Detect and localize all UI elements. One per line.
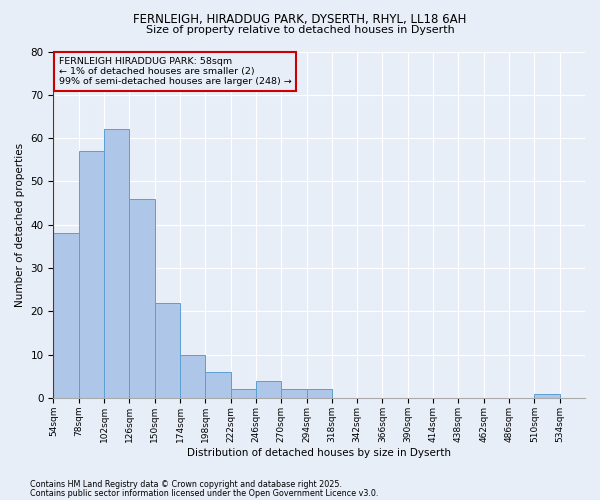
Bar	[53, 234, 79, 398]
Bar	[256, 380, 281, 398]
Text: Contains public sector information licensed under the Open Government Licence v3: Contains public sector information licen…	[30, 488, 379, 498]
Text: Size of property relative to detached houses in Dyserth: Size of property relative to detached ho…	[146, 25, 454, 35]
Text: FERNLEIGH HIRADDUG PARK: 58sqm
← 1% of detached houses are smaller (2)
99% of se: FERNLEIGH HIRADDUG PARK: 58sqm ← 1% of d…	[59, 56, 292, 86]
Bar	[535, 394, 560, 398]
Bar	[281, 390, 307, 398]
Text: Contains HM Land Registry data © Crown copyright and database right 2025.: Contains HM Land Registry data © Crown c…	[30, 480, 342, 489]
Bar	[155, 302, 180, 398]
Bar	[230, 390, 256, 398]
Bar	[307, 390, 332, 398]
Bar	[180, 354, 205, 398]
Text: FERNLEIGH, HIRADDUG PARK, DYSERTH, RHYL, LL18 6AH: FERNLEIGH, HIRADDUG PARK, DYSERTH, RHYL,…	[133, 12, 467, 26]
Y-axis label: Number of detached properties: Number of detached properties	[15, 142, 25, 307]
Bar	[130, 198, 155, 398]
X-axis label: Distribution of detached houses by size in Dyserth: Distribution of detached houses by size …	[187, 448, 451, 458]
Bar	[79, 151, 104, 398]
Bar	[104, 130, 130, 398]
Bar	[205, 372, 230, 398]
